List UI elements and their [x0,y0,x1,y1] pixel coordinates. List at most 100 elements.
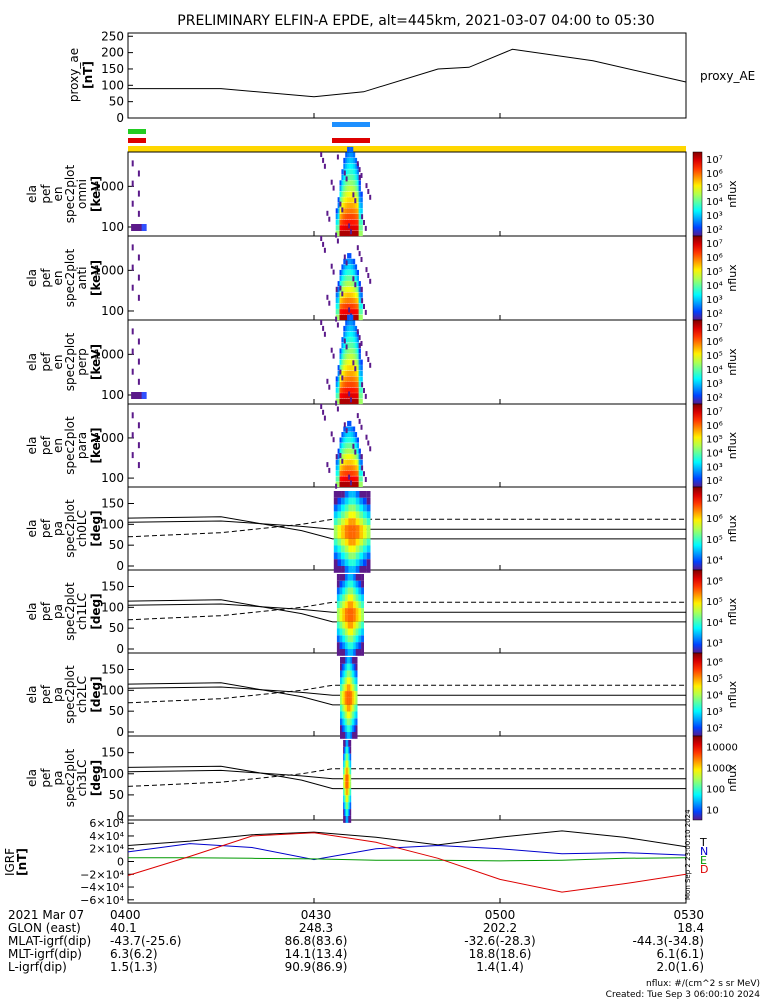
spectrogram-cell [345,481,348,487]
spectrogram-cell [345,320,348,326]
pa-spectrogram-cell [366,511,371,519]
ephemeris-value: 86.8(83.6) [285,934,348,948]
spectrogram-cell [337,398,340,405]
colorbar-tick-label: 10⁵ [706,435,723,446]
spectrogram-cell [341,353,344,360]
spectrogram-speck [361,382,364,388]
pa-spectrogram-cell [340,663,342,671]
spectrogram-cell [352,448,356,454]
pa-spectrogram-cell [353,642,356,649]
spectrogram-cell [356,470,359,476]
spectrogram-cell [335,225,338,231]
colorbar-tick-label: 10⁵ [706,535,723,546]
spectrogram-cell [337,213,340,220]
colorbar-tick-label: 10⁷ [706,239,723,250]
pa-spectrogram-cell [363,511,367,519]
spectrogram-cell [339,465,342,471]
pa-spectrogram-cell [344,538,349,546]
pa-spectrogram-cell [336,642,340,649]
spectrogram-cell [341,197,344,203]
spectrogram-cell [345,169,348,175]
pa-spectrogram-cell [348,746,350,754]
spectrogram-cell [358,470,361,476]
spectrogram-cell [358,208,361,214]
pa-spectrogram-cell [347,740,349,747]
spectrogram-speck [336,238,339,244]
spectrogram-cell [347,337,350,343]
pa-spectrogram-cell [347,760,349,768]
spectrogram-speck [352,443,355,449]
spectrogram-cell [341,202,344,209]
spectrogram-cell [356,348,359,354]
anti-loss-cone-line [127,601,686,621]
loss-cone-line [127,686,686,696]
pa-spectrogram-cell [361,642,364,649]
igrf-line-N [127,843,687,861]
spectrogram-cell [356,370,359,377]
ephemeris-value: 1.4(1.4) [476,960,524,974]
colorbar-tick-label: 10³ [706,211,723,222]
igrf-legend-T: T [699,836,707,849]
pa-spectrogram-cell [355,635,359,643]
pa-spectrogram-cell [346,809,349,816]
spectrogram-cell [360,230,363,237]
spectrogram-cell [343,393,346,399]
spectrogram-cell [345,398,348,405]
spectrogram-cell [351,208,354,214]
spectrogram-speck [350,480,352,486]
pa-spectrogram-cell [337,518,342,526]
spectrogram-cell [354,376,358,382]
spectrogram-cell [335,309,338,315]
pa-spectrogram-cell [350,635,354,643]
spectrogram-cell [343,325,346,332]
spectrogram-cell [345,269,348,276]
pa-spectrogram-cell [353,649,356,656]
pa-spectrogram-cell [343,788,345,796]
spectrogram-cell [352,213,356,220]
spectrogram-cell [345,470,348,476]
pa-spectrogram-cell [359,545,364,553]
pa-spectrogram-cell [344,746,346,754]
spectrogram-cell [345,163,348,169]
pa-tick-label: 150 [101,497,124,511]
spectrogram-cell [349,420,352,427]
pa-spectrogram-cell [353,663,356,671]
pa-spectrogram-cell [345,601,348,609]
spectrogram-cell [354,163,358,169]
spectrogram-cell [352,219,356,225]
spectrogram-cell [358,286,361,293]
spectrogram-cell [335,208,338,214]
spectrogram-cell [347,359,350,365]
spectrogram-speck [341,207,344,213]
pa-spectrogram-cell [336,608,340,615]
pa-spectrogram-cell [350,788,352,796]
spectrogram-cell [339,381,342,388]
pa-spectrogram-cell [353,587,356,595]
spectrogram-cell [345,432,348,438]
spectrogram-speck [330,431,333,437]
spectrogram-speck [358,418,361,424]
pa-spectrogram-cell [339,635,343,643]
pa-spectrogram-cell [352,670,355,678]
pa-spectrogram-cell [352,704,355,712]
pa-spectrogram-cell [350,746,352,754]
pa-spectrogram-cell [343,809,345,816]
ephemeris-value: 202.2 [483,921,517,935]
energy-tick-label: 1000 [93,431,124,445]
spectrogram-cell [347,180,350,186]
energy-tick-label: 100 [101,220,124,234]
spectrogram-cell [351,443,354,449]
pa-spectrogram-cell [347,774,349,782]
pa-spectrogram-cell [352,525,356,532]
spectrogram-cell [343,230,346,237]
spectrogram-speck [363,304,365,309]
spectrogram-speck [336,154,339,160]
spectrogram-cell [351,398,354,405]
pa-ylabel: ela [25,769,39,787]
pa-spectrogram-cell [346,746,348,754]
igrf-legend-E: E [700,854,707,867]
spectrogram-cell [358,219,361,225]
spectrogram-cell [360,393,363,399]
pa-spectrogram-cell [350,732,353,739]
pa-spectrogram-cell [350,574,354,581]
